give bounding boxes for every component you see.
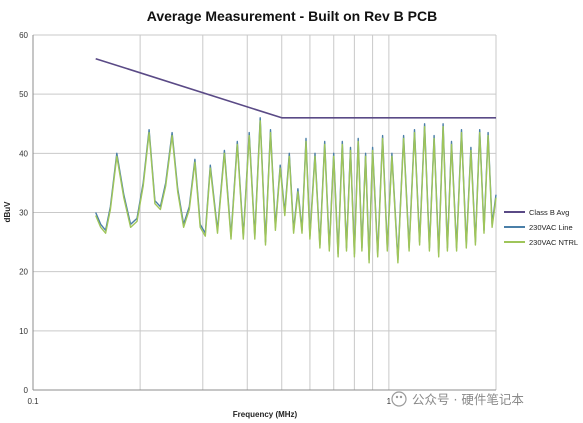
chart-title: Average Measurement - Built on Rev B PCB	[147, 8, 437, 24]
y-tick-label-50: 50	[19, 90, 28, 99]
legend: Class B Avg 230VAC Line 230VAC NTRL	[504, 208, 578, 247]
y-axis-title: dBuV	[3, 201, 12, 223]
watermark: 公众号 · 硬件笔记本	[391, 391, 524, 407]
y-tick-label-60: 60	[19, 31, 28, 40]
y-tick-label-40: 40	[19, 149, 28, 158]
y-tick-label-30: 30	[19, 209, 28, 218]
wechat-icon	[391, 391, 407, 407]
y-tick-label-10: 10	[19, 327, 28, 336]
axes	[32, 35, 496, 391]
x-axis-title: Frequency (MHz)	[233, 410, 298, 419]
series-line-class-b-avg	[95, 57, 496, 119]
x-tick-label-0_1: 0.1	[27, 397, 39, 406]
legend-label-230vac-ntrl: 230VAC NTRL	[529, 238, 578, 247]
tick-labels: 0 10 20 30 40 50 60 0.1 1	[19, 31, 392, 406]
wechat-icon-eye-left	[395, 395, 399, 399]
series-line-230vac-ntrl	[95, 120, 497, 264]
x-tick-label-1: 1	[387, 397, 392, 406]
legend-label-class-b-avg: Class B Avg	[529, 208, 569, 217]
series-lines	[95, 57, 497, 264]
watermark-text: 公众号 · 硬件笔记本	[412, 392, 524, 407]
y-tick-label-20: 20	[19, 268, 28, 277]
y-tick-label-0: 0	[24, 386, 29, 395]
legend-label-230vac-line: 230VAC Line	[529, 223, 573, 232]
wechat-icon-eye-right	[399, 395, 403, 399]
